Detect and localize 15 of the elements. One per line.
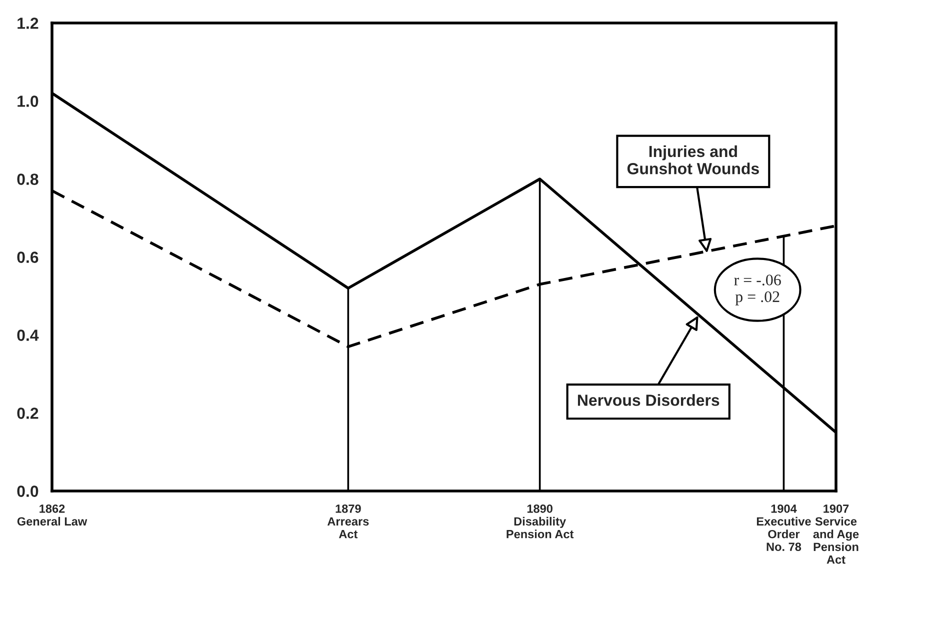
y-tick-label: 0.6: [17, 252, 38, 263]
y-tick-label: 0.4: [17, 330, 39, 341]
y-tick-label: 0.2: [17, 408, 38, 419]
annotation: Injuries and Gunshot Wounds: [627, 145, 759, 174]
x-tick-label: 1862 General Law: [17, 504, 88, 526]
y-tick-label: 0.8: [17, 174, 38, 185]
y-tick-label: 0.0: [17, 486, 38, 497]
x-tick-label: 1904 Executive Order No. 78: [756, 504, 811, 552]
annotation: r = -.06 p = .02: [734, 274, 781, 306]
y-tick-label: 1.2: [18, 18, 38, 29]
x-tick-label: 1890 Disability Pension Act: [506, 504, 574, 538]
x-tick-label: 1879 Arrears Act: [327, 504, 369, 538]
y-tick-label: 1.0: [18, 96, 38, 107]
annotation: Nervous Disorders: [578, 394, 720, 406]
x-tick-label: 1907 Service and Age Pension Act: [813, 504, 859, 564]
